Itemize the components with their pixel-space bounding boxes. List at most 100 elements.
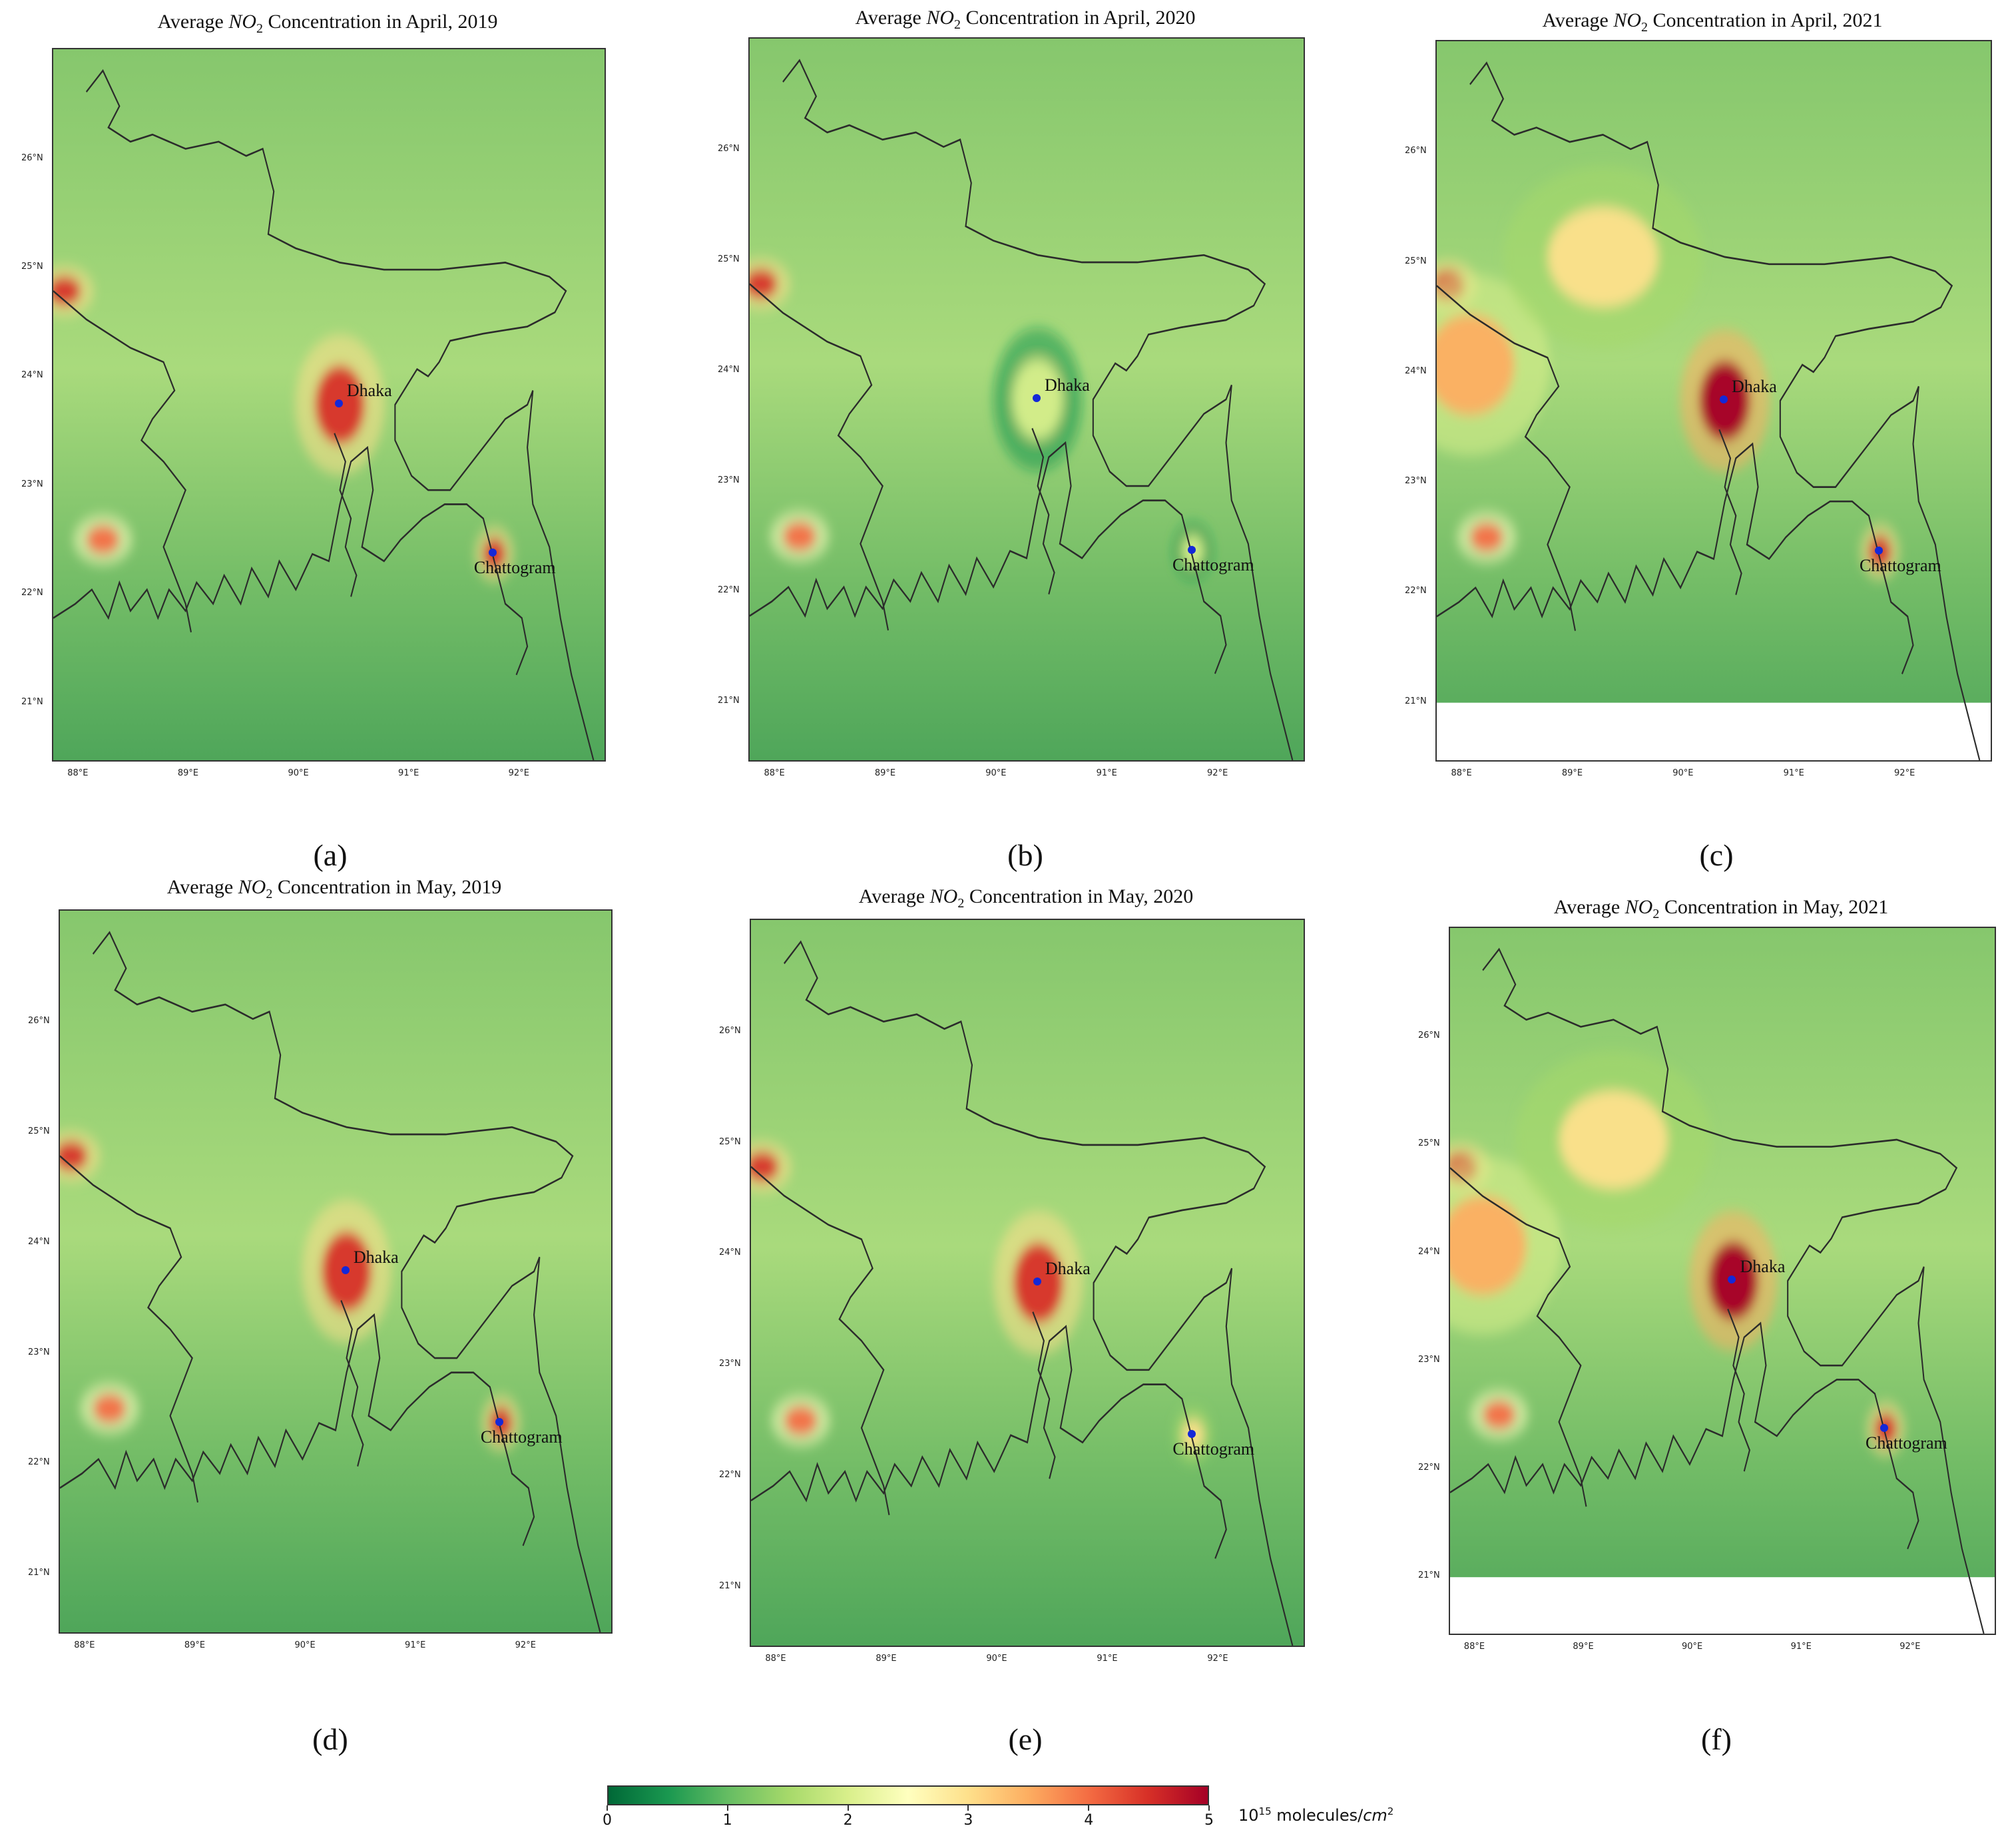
colorbar-tick-label: 1	[722, 1812, 732, 1829]
no2-hotspots	[1437, 166, 1900, 580]
lat-tick-label: 21°N	[719, 1580, 741, 1591]
west-border	[60, 1155, 199, 1503]
lat-tick-label: 22°N	[28, 1457, 50, 1468]
chattogram-marker	[1874, 546, 1883, 555]
lat-tick-label: 26°N	[1418, 1031, 1440, 1041]
panel-label-b: (b)	[1007, 838, 1043, 872]
map-canvas	[60, 911, 611, 1632]
panel-title-e: Average NO2 Concentration in May, 2020	[858, 885, 1194, 911]
lat-tick-label: 25°N	[1405, 256, 1427, 266]
no2-map-c	[1435, 40, 1992, 762]
panel-label-c: (c)	[1699, 838, 1734, 872]
lat-tick-label: 23°N	[28, 1347, 50, 1357]
lat-tick-label: 21°N	[1405, 696, 1427, 706]
lon-tick-label: 88°E	[74, 1640, 95, 1650]
coastline	[60, 1313, 535, 1546]
colorbar-tick-mark	[1088, 1805, 1090, 1811]
panel-title-b: Average NO2 Concentration in April, 2020	[855, 7, 1196, 32]
lat-tick-label: 24°N	[1405, 365, 1427, 376]
lon-tick-label: 91°E	[1790, 1642, 1812, 1652]
river	[1727, 1308, 1751, 1472]
colorbar-tick-label: 5	[1204, 1812, 1214, 1829]
lat-tick-label: 26°N	[719, 1025, 741, 1036]
lon-tick-label: 89°E	[1573, 1642, 1594, 1652]
international-border	[782, 59, 1294, 760]
dhaka-label: Dhaka	[1731, 377, 1777, 396]
international-border	[1482, 947, 1985, 1634]
map-canvas	[53, 49, 605, 760]
lat-tick-label: 25°N	[28, 1126, 50, 1136]
lon-tick-label: 89°E	[874, 768, 896, 778]
lat-tick-label: 24°N	[719, 1248, 741, 1258]
coastline	[1450, 1321, 1919, 1550]
lon-tick-label: 89°E	[184, 1640, 206, 1650]
lon-tick-label: 89°E	[1561, 768, 1583, 778]
coastline	[1437, 442, 1914, 675]
map-canvas	[751, 920, 1304, 1646]
coastline	[751, 1325, 1227, 1559]
dhaka-marker	[1033, 1277, 1041, 1285]
river	[1032, 1311, 1056, 1479]
lon-tick-label: 90°E	[288, 768, 309, 778]
panel-label-e: (e)	[1008, 1722, 1043, 1756]
lon-tick-label: 92°E	[1894, 768, 1915, 778]
chattogram-marker	[489, 549, 497, 557]
dhaka-marker	[334, 399, 343, 407]
lat-tick-label: 23°N	[719, 1359, 741, 1369]
colorbar-units: 1015 molecules/cm2	[1238, 1805, 1394, 1825]
no2-map-a	[52, 48, 606, 762]
lon-tick-label: 92°E	[1207, 1654, 1228, 1664]
lon-tick-label: 88°E	[1463, 1642, 1485, 1652]
chattogram-label: Chattogram	[1172, 555, 1254, 575]
panel-label-f: (f)	[1701, 1722, 1732, 1756]
panel-title-c: Average NO2 Concentration in April, 2021	[1542, 9, 1883, 35]
map-canvas	[1450, 928, 1995, 1634]
chattogram-label: Chattogram	[473, 558, 556, 578]
lat-tick-label: 25°N	[1418, 1138, 1440, 1149]
lat-tick-label: 21°N	[21, 696, 43, 707]
lat-tick-label: 24°N	[1418, 1246, 1440, 1257]
international-border	[85, 69, 595, 760]
lon-tick-label: 88°E	[1451, 768, 1472, 778]
river	[1718, 429, 1742, 596]
colorbar-tick-mark	[607, 1805, 608, 1811]
no2-hotspots	[1450, 1050, 1905, 1457]
lon-tick-label: 92°E	[1899, 1642, 1921, 1652]
lon-tick-label: 91°E	[1096, 768, 1117, 778]
colorbar-tick-label: 2	[843, 1812, 853, 1829]
lat-tick-label: 26°N	[718, 144, 740, 154]
lat-tick-label: 21°N	[718, 696, 740, 706]
colorbar-tick-label: 4	[1084, 1812, 1094, 1829]
lon-tick-label: 91°E	[398, 768, 419, 778]
lat-tick-label: 26°N	[21, 152, 43, 163]
panel-title-f: Average NO2 Concentration in May, 2021	[1553, 896, 1889, 921]
dhaka-marker	[1719, 395, 1728, 403]
west-border	[751, 1166, 890, 1516]
river	[340, 1299, 364, 1467]
no2-map-b	[748, 37, 1305, 762]
no2-map-d	[59, 909, 613, 1634]
colorbar-tick-mark	[1208, 1805, 1210, 1811]
lat-tick-label: 22°N	[1418, 1463, 1440, 1473]
lon-tick-label: 88°E	[764, 768, 785, 778]
lon-tick-label: 92°E	[1207, 768, 1228, 778]
lon-tick-label: 89°E	[177, 768, 199, 778]
lat-tick-label: 22°N	[1405, 586, 1427, 596]
map-canvas	[1437, 41, 1991, 760]
panel-label-a: (a)	[313, 838, 348, 872]
dhaka-marker	[1728, 1275, 1736, 1283]
chattogram-label: Chattogram	[480, 1427, 563, 1447]
chattogram-marker	[1187, 545, 1196, 554]
lat-tick-label: 21°N	[28, 1568, 50, 1578]
no2-map-e	[750, 919, 1305, 1647]
west-border	[1450, 1167, 1587, 1507]
international-border	[92, 931, 601, 1632]
lat-tick-label: 21°N	[1418, 1570, 1440, 1581]
chattogram-marker	[495, 1417, 504, 1426]
lon-tick-label: 91°E	[405, 1640, 426, 1650]
river	[334, 433, 358, 597]
panel-label-d: (d)	[312, 1722, 348, 1756]
coastline	[750, 441, 1227, 674]
lat-tick-label: 22°N	[719, 1470, 741, 1481]
lat-tick-label: 25°N	[719, 1136, 741, 1147]
